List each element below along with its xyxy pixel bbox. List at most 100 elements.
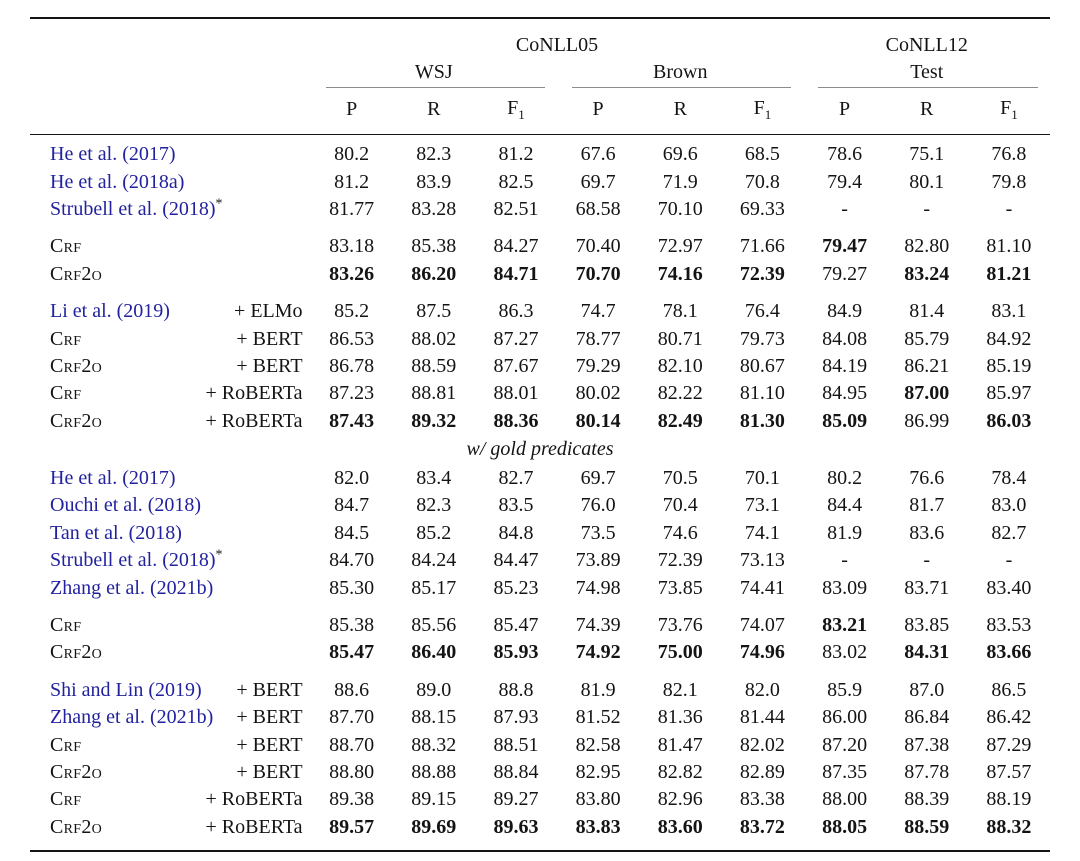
metric-cell: 83.83 bbox=[575, 815, 621, 838]
metric-cell: 88.88 bbox=[411, 761, 457, 783]
dataset-header-conll12: CoNLL12 bbox=[885, 34, 968, 56]
metric-cell: 87.20 bbox=[822, 733, 868, 756]
metric-cell: 68.5 bbox=[744, 143, 780, 166]
table-row: Crf + RoBERTa 89.38 89.15 89.27 83.80 82.96 83.… bbox=[30, 786, 1050, 813]
metric-cell: 84.9 bbox=[827, 300, 863, 323]
metric-cell: 82.7 bbox=[498, 467, 534, 490]
metric-cell: - bbox=[841, 197, 848, 220]
metric-cell: 88.01 bbox=[493, 382, 539, 405]
metric-cell: 82.0 bbox=[334, 467, 370, 490]
row-label-cell: Crf bbox=[30, 602, 311, 639]
row-label-main: Crf bbox=[50, 235, 81, 258]
metric-header-p: P bbox=[310, 93, 393, 135]
metric-cell: 84.5 bbox=[334, 521, 370, 544]
metric-header-f1: F1 bbox=[721, 93, 804, 135]
metric-cell: 87.70 bbox=[329, 706, 375, 729]
citation-link[interactable]: Ouchi et al. (2018) bbox=[50, 494, 202, 517]
metric-cell: 82.5 bbox=[498, 170, 534, 193]
empty-cell bbox=[30, 84, 311, 93]
table-row: Crf 83.18 85.38 84.27 70.40 72.97 71.66 79.47 82… bbox=[30, 223, 1050, 260]
metric-cell: 79.4 bbox=[827, 170, 863, 193]
metric-cell: 87.27 bbox=[493, 327, 539, 350]
variant-label: + BERT bbox=[236, 354, 303, 377]
metric-cell: 79.47 bbox=[822, 235, 868, 258]
split-header-test: Test bbox=[910, 61, 944, 83]
metric-cell: 80.2 bbox=[827, 467, 863, 490]
model-name: Crf2o bbox=[50, 815, 103, 838]
table-row: Crf 85.38 85.56 85.47 74.39 73.76 74.07 83.21 83… bbox=[30, 602, 1050, 639]
metric-cell: 84.08 bbox=[822, 327, 868, 350]
metric-cell: 86.78 bbox=[329, 354, 375, 377]
model-name: Crf bbox=[50, 733, 82, 756]
row-label-main: Crf2o bbox=[50, 641, 102, 664]
row-label-main: Strubell et al. (2018)* bbox=[50, 548, 223, 572]
metric-cell: 74.96 bbox=[739, 641, 785, 664]
row-label: Crf bbox=[30, 235, 311, 258]
metric-cell: 86.40 bbox=[411, 641, 457, 664]
f1-letter: F bbox=[1000, 96, 1012, 119]
citation-link[interactable]: Zhang et al. (2021b) bbox=[50, 576, 214, 599]
table-row: Shi and Lin (2019) + BERT 88.6 89.0 88.8 81.9… bbox=[30, 667, 1050, 704]
row-label-cell: Tan et al. (2018) bbox=[30, 520, 311, 547]
metric-cell: 86.53 bbox=[329, 327, 375, 350]
row-label: He et al. (2017) bbox=[30, 467, 311, 490]
row-label: Crf2o + BERT bbox=[30, 355, 311, 378]
citation-link[interactable]: He et al. (2017) bbox=[50, 467, 176, 490]
f1-subscript: 1 bbox=[764, 106, 772, 122]
metric-cell: 78.6 bbox=[827, 143, 863, 166]
metric-cell: 70.10 bbox=[657, 197, 703, 220]
model-name: Crf bbox=[50, 235, 82, 258]
row-label: Crf2o bbox=[30, 641, 311, 664]
metric-cell: 87.67 bbox=[493, 354, 539, 377]
citation-link[interactable]: Tan et al. (2018) bbox=[50, 521, 182, 544]
table-row: He et al. (2018a) 81.2 83.9 82.5 69.7 71.9 70.… bbox=[30, 168, 1050, 195]
row-label-main: Tan et al. (2018) bbox=[50, 522, 182, 545]
cmidrule-test bbox=[818, 87, 1038, 89]
metric-cell: 83.66 bbox=[986, 641, 1032, 664]
metric-cell: 78.1 bbox=[662, 300, 698, 323]
metric-cell: 67.6 bbox=[580, 143, 616, 166]
citation-link[interactable]: Strubell et al. (2018) bbox=[50, 197, 216, 220]
row-label-main: Strubell et al. (2018)* bbox=[50, 197, 223, 221]
row-label-cell: He et al. (2017) bbox=[30, 465, 311, 492]
metric-cell: 81.9 bbox=[827, 521, 863, 544]
metric-cell: 84.71 bbox=[493, 262, 539, 285]
metric-cell: 84.92 bbox=[986, 327, 1032, 350]
citation-link[interactable]: Strubell et al. (2018) bbox=[50, 549, 216, 572]
row-label-main: Crf2o bbox=[50, 263, 102, 286]
metric-cell: 81.77 bbox=[329, 197, 375, 220]
row-label-main: He et al. (2017) bbox=[50, 467, 176, 490]
metric-cell: 84.27 bbox=[493, 235, 539, 258]
metric-cell: 85.97 bbox=[986, 382, 1032, 405]
citation-link[interactable]: He et al. (2017) bbox=[50, 143, 176, 166]
row-label-cell: Crf2o + RoBERTa bbox=[30, 814, 311, 851]
metric-cell: 71.66 bbox=[739, 235, 785, 258]
table-row: He et al. (2017) 82.0 83.4 82.7 69.7 70.5 70.1… bbox=[30, 465, 1050, 492]
table-row: He et al. (2017) 80.2 82.3 81.2 67.6 69.6 68.5… bbox=[30, 135, 1050, 169]
metric-cell: 87.00 bbox=[904, 382, 950, 405]
citation-link[interactable]: Shi and Lin (2019) bbox=[50, 678, 202, 701]
metric-cell: 82.3 bbox=[416, 143, 452, 166]
row-label: Strubell et al. (2018)* bbox=[30, 548, 311, 572]
metric-cell: 88.32 bbox=[411, 733, 457, 756]
citation-link[interactable]: He et al. (2018a) bbox=[50, 170, 185, 193]
row-label-main: He et al. (2017) bbox=[50, 143, 176, 166]
row-label-main: Zhang et al. (2021b) bbox=[50, 577, 213, 600]
citation-link[interactable]: Li et al. (2019) bbox=[50, 300, 170, 323]
metric-cell: 74.07 bbox=[739, 614, 785, 637]
metric-cell: 85.93 bbox=[493, 641, 539, 664]
metric-cell: 83.09 bbox=[822, 576, 868, 599]
row-label-cell: Crf2o + BERT bbox=[30, 759, 311, 786]
variant-label: + BERT bbox=[236, 733, 303, 756]
metric-cell: 83.21 bbox=[822, 614, 868, 637]
metric-cell: 87.35 bbox=[822, 761, 868, 783]
table-row: Crf2o + RoBERTa 89.57 89.69 89.63 83.83 83.60 8… bbox=[30, 814, 1050, 851]
metric-cell: 81.10 bbox=[739, 382, 785, 405]
model-name: Crf bbox=[50, 614, 82, 637]
metric-cell: 83.60 bbox=[657, 815, 703, 838]
metric-cell: 89.15 bbox=[411, 788, 457, 811]
citation-link[interactable]: Zhang et al. (2021b) bbox=[50, 706, 214, 729]
metric-cell: 84.8 bbox=[498, 521, 534, 544]
metric-cell: 83.0 bbox=[991, 494, 1027, 517]
metric-cell: 72.39 bbox=[739, 262, 785, 285]
